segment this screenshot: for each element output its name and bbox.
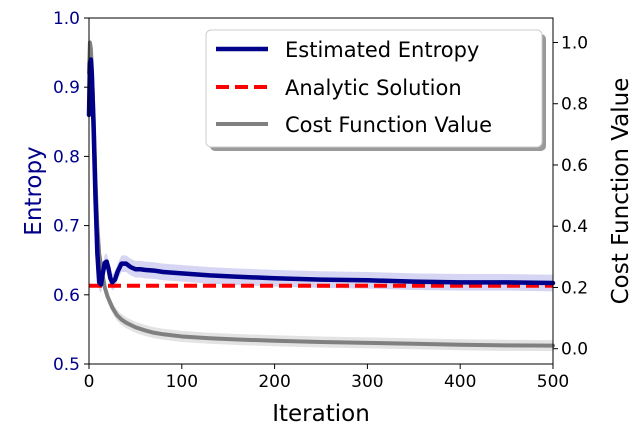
legend-label-cost-function-value: Cost Function Value xyxy=(285,113,492,137)
legend-label-estimated-entropy: Estimated Entropy xyxy=(285,38,479,62)
legend: Estimated Entropy Analytic Solution Cost… xyxy=(205,29,546,151)
y-left-tick-label: 0.8 xyxy=(53,147,80,167)
x-tick-label: 300 xyxy=(351,372,383,392)
y-right-axis-ticks: 0.0 0.2 0.4 0.6 0.8 1.0 xyxy=(553,33,588,360)
x-tick-label: 100 xyxy=(166,372,198,392)
x-tick-label: 500 xyxy=(537,372,569,392)
y-right-tick-label: 1.0 xyxy=(561,33,588,53)
y-right-tick-label: 0.6 xyxy=(561,156,588,176)
y-left-tick-label: 0.6 xyxy=(53,286,80,306)
y-left-tick-label: 1.0 xyxy=(53,9,80,29)
y-left-tick-label: 0.7 xyxy=(53,217,80,237)
series-lines xyxy=(86,40,556,348)
x-tick-label: 400 xyxy=(444,372,476,392)
y-left-tick-label: 0.9 xyxy=(53,78,80,98)
legend-label-analytic-solution: Analytic Solution xyxy=(285,76,462,100)
legend-box xyxy=(205,29,543,148)
x-tick-label: 200 xyxy=(258,372,290,392)
y-left-axis-title: Entropy xyxy=(21,146,47,235)
y-right-tick-label: 0.4 xyxy=(561,217,588,237)
plot-frame xyxy=(88,17,554,365)
y-right-tick-label: 0.8 xyxy=(561,95,588,115)
y-left-axis-ticks: 0.5 0.6 0.7 0.8 0.9 1.0 xyxy=(53,9,89,375)
series-line-estimated-entropy xyxy=(86,57,556,287)
y-right-tick-label: 0.0 xyxy=(561,340,588,360)
y-right-axis-title: Cost Function Value xyxy=(608,78,634,305)
y-right-tick-label: 0.2 xyxy=(561,278,588,298)
x-axis-title: Iteration xyxy=(272,401,370,427)
x-tick-label: 0 xyxy=(84,372,95,392)
y-left-tick-label: 0.5 xyxy=(53,355,80,375)
x-axis-ticks: 0 100 200 300 400 500 xyxy=(84,364,569,392)
